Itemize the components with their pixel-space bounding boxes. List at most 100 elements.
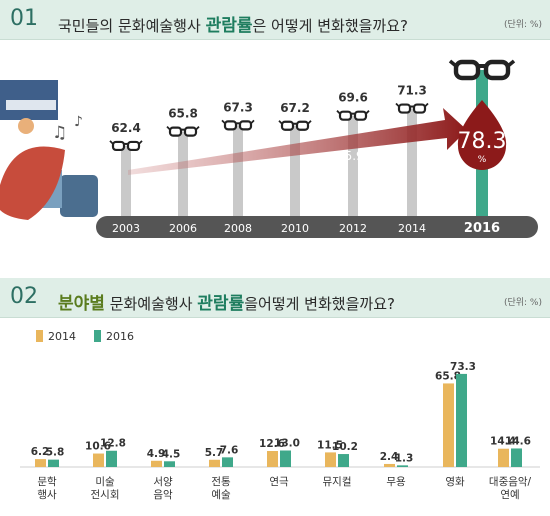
section2-unit: (단위: %) — [503, 298, 542, 308]
category-bar — [456, 373, 467, 467]
glasses-icon — [395, 102, 429, 114]
section2-title: 분야별 문화예술행사 관람률을어떻게 변화했을까요? — [58, 289, 395, 314]
glasses-icon — [221, 119, 255, 131]
category-bar — [325, 452, 336, 467]
value-label: 10.2 — [332, 441, 358, 453]
year-axis: 2003 2006 2008 2010 2012 2014 2016 — [96, 216, 538, 238]
section2-number: 02 — [10, 284, 38, 309]
category-label: 문학 — [37, 476, 57, 488]
value-label: 13.0 — [274, 437, 300, 449]
section2-title-em1: 분야별 — [58, 294, 105, 314]
glasses-icon — [448, 59, 516, 81]
category-label: 예술 — [211, 488, 231, 501]
glasses-icon — [336, 110, 370, 121]
piano-keys — [6, 100, 56, 110]
category-bar — [384, 463, 395, 467]
category-label: 전시회 — [91, 489, 120, 501]
value-label: 67.2 — [280, 101, 310, 115]
year-tick-label: 2012 — [339, 222, 367, 235]
year-tick-label: 2003 — [112, 222, 140, 235]
category-label: 뮤지컬 — [323, 475, 352, 488]
category-label: 음악 — [153, 489, 173, 501]
category-label: 미술 — [95, 476, 115, 488]
legend-label: 2016 — [106, 330, 134, 343]
legend-swatch — [94, 330, 101, 342]
value-label: 73.3 — [450, 361, 476, 373]
section2-title-mid: 문화예술행사 — [109, 295, 193, 313]
year-bar — [121, 145, 131, 216]
glasses-icon — [109, 140, 143, 152]
value-label: 5.8 — [46, 447, 65, 459]
year-tick-label: 2016 — [464, 221, 500, 236]
category-bar — [338, 454, 349, 467]
category-bar — [48, 459, 59, 467]
section1-header-bg — [0, 0, 550, 40]
category-bar — [498, 448, 509, 467]
category-bar — [267, 450, 278, 467]
category-label: 대중음악/ — [489, 476, 532, 488]
annual-bars: 62.4 65.8 67.3 67.2 69.6 71.3 — [109, 59, 516, 216]
music-note-icon: ♫ — [52, 123, 67, 143]
pianist-illustration: ♫ ♪ — [0, 80, 98, 220]
category-bar — [511, 448, 522, 467]
value-label: 14.4 — [490, 436, 516, 448]
category-bar — [151, 460, 162, 467]
glasses-icon — [166, 126, 200, 137]
dress — [0, 146, 65, 220]
category-bar — [164, 461, 175, 467]
section1-unit: (단위: %) — [503, 20, 542, 30]
section1-title-em: 관람률 — [205, 16, 253, 36]
legend: 2014 2016 — [36, 330, 134, 343]
value-label: 14.6 — [505, 435, 531, 447]
section1-title-post: 은 어떻게 변화했을까요? — [252, 17, 408, 35]
armchair — [60, 175, 98, 217]
category-bar — [397, 465, 408, 467]
axis-band — [96, 216, 538, 238]
category-label: 연극 — [269, 476, 289, 488]
value-label: 4.5 — [162, 448, 181, 460]
value-label: 65.8 — [435, 370, 461, 382]
year-tick-label: 2008 — [224, 222, 252, 235]
category-bar — [443, 383, 454, 467]
value-label: 10.6 — [85, 441, 111, 453]
category-bar — [222, 457, 233, 467]
year-tick-label: 2006 — [169, 222, 197, 235]
value-label: 71.3 — [397, 84, 427, 98]
category-bar — [35, 459, 46, 467]
highlight-drop — [457, 100, 507, 170]
category-label: 전통 — [211, 476, 231, 488]
category-label: 영화 — [445, 476, 465, 488]
section1-title-pre: 국민들의 문화예술행사 — [58, 17, 201, 35]
value-label: 62.4 — [111, 121, 141, 135]
highlight-value: 78.3 — [458, 129, 507, 154]
section2-header-bg — [0, 278, 550, 318]
legend-swatch — [36, 330, 43, 342]
category-label: 행사 — [37, 489, 57, 501]
legend-label: 2014 — [48, 330, 76, 343]
section2-header: 02 분야별 문화예술행사 관람률을어떻게 변화했을까요? (단위: %) — [0, 278, 550, 318]
year-bar — [290, 125, 300, 216]
year-bar — [233, 125, 243, 216]
growth-arrow-shape — [128, 108, 467, 175]
section1-number: 01 — [10, 6, 38, 31]
value-label: 7.6 — [220, 444, 239, 456]
music-note-icon: ♪ — [74, 114, 83, 130]
category-bar — [209, 459, 220, 467]
highlight-unit: % — [478, 155, 487, 165]
year-bar — [407, 108, 417, 216]
annual-attendance-chart: ♫ ♪ 62.465.8 67.3 67.269.671.3 15.9%78.3% … — [0, 59, 538, 238]
year-bar — [178, 131, 188, 216]
category-label: 연예 — [500, 488, 519, 501]
section1-header: 01 국민들의 문화예술행사 관람률은 어떻게 변화했을까요? (단위: %) — [0, 0, 550, 40]
category-label: 무용 — [386, 476, 406, 488]
value-label: 11.5 — [317, 439, 343, 451]
category-bar — [280, 450, 291, 467]
value-label: 69.6 — [338, 91, 368, 105]
category-bar — [106, 450, 117, 467]
value-label: 67.3 — [223, 100, 253, 114]
year-tick-label: 2014 — [398, 222, 426, 235]
value-label: 12.8 — [100, 438, 126, 450]
